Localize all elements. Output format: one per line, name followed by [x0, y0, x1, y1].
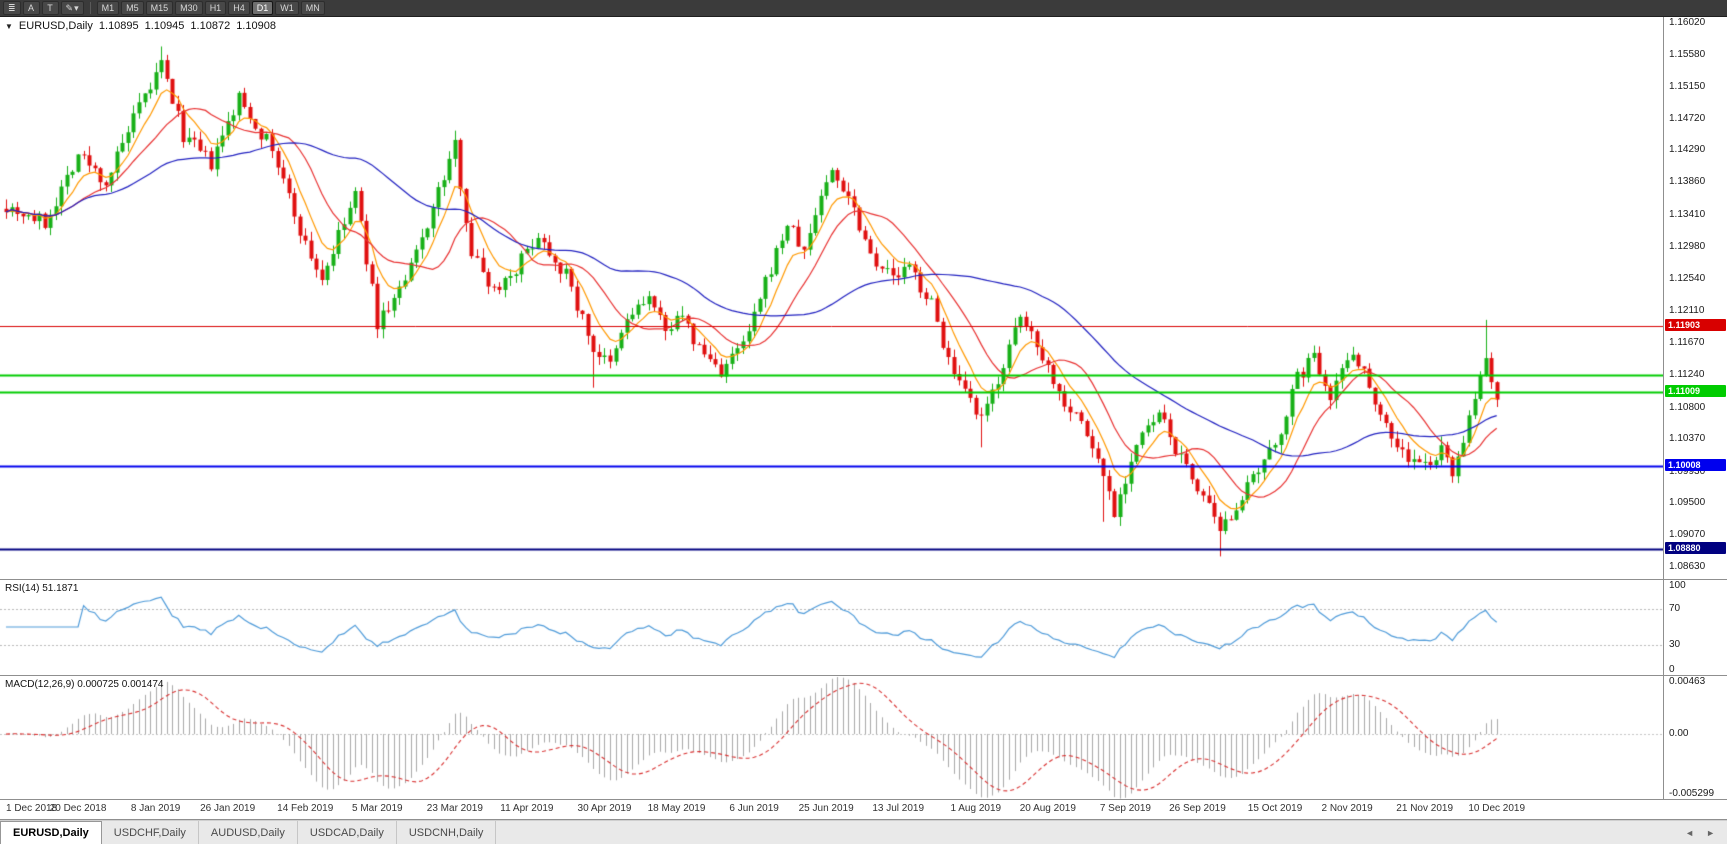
date-label: 23 Mar 2019 [426, 803, 483, 814]
price-axis-tick: 1.10370 [1669, 433, 1706, 445]
quote-open: 1.10895 [98, 20, 139, 32]
tab-scroll-right-button[interactable]: ► [1706, 827, 1715, 838]
hline-price-badge: 1.08880 [1665, 542, 1726, 555]
date-label: 5 Mar 2019 [351, 803, 403, 814]
timeframe-m1-button[interactable]: M1 [96, 1, 120, 15]
draw-tools-button[interactable]: ✎ ▾ [60, 1, 84, 15]
price-axis-tick: 1.08630 [1669, 561, 1706, 573]
timeframe-w1-button[interactable]: W1 [275, 1, 299, 15]
chart-tabbar: EURUSD,Daily USDCHF,Daily AUDUSD,Daily U… [0, 820, 1727, 844]
macd-axis: 0.00463 0.00 -0.005299 [1663, 676, 1727, 799]
date-label: 26 Jan 2019 [200, 803, 256, 814]
price-axis-tick: 1.09930 [1669, 465, 1706, 477]
timeframe-m30-button[interactable]: M30 [175, 1, 203, 15]
quote-line: ▼ EURUSD,Daily 1.10895 1.10945 1.10872 1… [5, 20, 276, 32]
price-axis-tick: 1.09500 [1669, 497, 1706, 509]
rsi-axis-tick: 70 [1669, 603, 1681, 615]
rsi-axis: 100 70 30 0 [1663, 580, 1727, 675]
price-chart-canvas[interactable] [0, 17, 1663, 579]
date-label: 20 Aug 2019 [1019, 803, 1076, 814]
symbol-marker-icon: ▼ [5, 21, 13, 31]
date-label: 15 Oct 2019 [1247, 803, 1303, 814]
price-axis-tick: 1.12980 [1669, 240, 1706, 252]
macd-axis-tick: 0.00 [1669, 728, 1689, 740]
macd-axis-tick: -0.005299 [1669, 788, 1715, 799]
price-axis-tick: 1.13860 [1669, 176, 1706, 188]
date-label: 7 Sep 2019 [1099, 803, 1151, 814]
quote-high: 1.10945 [144, 20, 185, 32]
price-axis-tick: 1.16020 [1669, 17, 1706, 28]
timeframe-mn-button[interactable]: MN [300, 1, 325, 15]
rsi-indicator-panel: RSI(14) 51.1871 100 70 30 0 [0, 580, 1727, 676]
date-label: 21 Nov 2019 [1396, 803, 1454, 814]
pencil-icon: ✎ [65, 3, 74, 13]
hline-price-badge: 1.10008 [1665, 458, 1726, 471]
date-label: 1 Aug 2019 [950, 803, 1002, 814]
tab-usdcnh-daily[interactable]: USDCNH,Daily [396, 821, 497, 844]
top-toolbar: ≣ A T ✎ ▾ M1 M5 M15 M30 H1 H4 D1 W1 MN [0, 0, 1727, 17]
date-label: 26 Sep 2019 [1169, 803, 1226, 814]
price-axis-tick: 1.13410 [1669, 209, 1706, 221]
timeframe-d1-button[interactable]: D1 [251, 1, 274, 15]
price-axis-tick: 1.12110 [1669, 305, 1705, 317]
timeframe-m15-button[interactable]: M15 [145, 1, 174, 15]
annotate-t-button[interactable]: T [41, 1, 59, 15]
price-axis-tick: 1.09070 [1669, 529, 1706, 541]
tab-usdchf-daily[interactable]: USDCHF,Daily [101, 821, 199, 844]
rsi-axis-tick: 100 [1669, 580, 1686, 591]
timeframe-h1-button[interactable]: H1 [204, 1, 227, 15]
hline-price-badge: 1.11009 [1665, 385, 1726, 398]
date-label: 30 Apr 2019 [577, 803, 632, 814]
date-label: 18 May 2019 [647, 803, 706, 814]
rsi-canvas[interactable] [0, 580, 1663, 675]
date-label: 13 Jul 2019 [872, 803, 925, 814]
macd-axis-tick: 0.00463 [1669, 676, 1706, 687]
hline-price-badge: 1.11903 [1665, 319, 1726, 332]
date-label: 11 Apr 2019 [500, 803, 554, 814]
quote-symbol: EURUSD,Daily [18, 20, 93, 32]
macd-indicator-panel: MACD(12,26,9) 0.000725 0.001474 0.00463 0… [0, 676, 1727, 800]
price-axis-tick: 1.15580 [1669, 49, 1706, 61]
price-axis-tick: 1.10800 [1669, 401, 1706, 413]
rsi-axis-tick: 0 [1669, 664, 1675, 675]
date-axis: 1 Dec 2018 20 Dec 2018 8 Jan 2019 26 Jan 20… [0, 800, 1727, 820]
date-label: 10 Dec 2019 [1468, 803, 1526, 814]
price-axis-tick: 1.14290 [1669, 144, 1706, 156]
date-label: 14 Feb 2019 [277, 803, 334, 814]
macd-canvas[interactable] [0, 676, 1663, 799]
tab-eurusd-daily[interactable]: EURUSD,Daily [0, 821, 102, 844]
charts-menu-button[interactable]: ≣ [3, 1, 21, 15]
tab-scroll-left-button[interactable]: ◄ [1685, 827, 1695, 838]
rsi-label: RSI(14) 51.1871 [5, 583, 79, 594]
date-label: 8 Jan 2019 [130, 803, 181, 814]
timeframe-m5-button[interactable]: M5 [121, 1, 144, 15]
tab-scroll-controls: ◄ ► [1673, 821, 1727, 844]
timeframe-h4-button[interactable]: H4 [228, 1, 250, 15]
menu-icon: ≣ [8, 3, 16, 13]
macd-label: MACD(12,26,9) 0.000725 0.001474 [5, 679, 164, 690]
quote-low: 1.10872 [190, 20, 231, 32]
tab-audusd-daily[interactable]: AUDUSD,Daily [198, 821, 298, 844]
date-label: 25 Jun 2019 [798, 803, 854, 814]
date-label: 20 Dec 2018 [49, 803, 107, 814]
price-axis-tick: 1.12540 [1669, 273, 1706, 285]
chevron-down-icon: ▾ [74, 3, 79, 13]
price-chart-panel: ▼ EURUSD,Daily 1.10895 1.10945 1.10872 1… [0, 17, 1727, 580]
annotate-a-button[interactable]: A [22, 1, 40, 15]
price-axis-tick: 1.11240 [1669, 369, 1705, 381]
price-axis-tick: 1.14720 [1669, 112, 1706, 124]
price-axis-tick: 1.11670 [1669, 337, 1705, 349]
tab-usdcad-daily[interactable]: USDCAD,Daily [297, 821, 397, 844]
toolbar-separator [89, 2, 91, 14]
rsi-axis-tick: 30 [1669, 638, 1681, 650]
date-label: 6 Jun 2019 [729, 803, 779, 814]
price-axis: 1.16020 1.15580 1.15150 1.14720 1.14290 1.138… [1663, 17, 1727, 579]
price-axis-tick: 1.15150 [1669, 81, 1706, 92]
date-label: 2 Nov 2019 [1321, 803, 1373, 814]
date-label: 1 Dec 2018 [6, 803, 58, 814]
quote-close: 1.10908 [236, 20, 276, 32]
